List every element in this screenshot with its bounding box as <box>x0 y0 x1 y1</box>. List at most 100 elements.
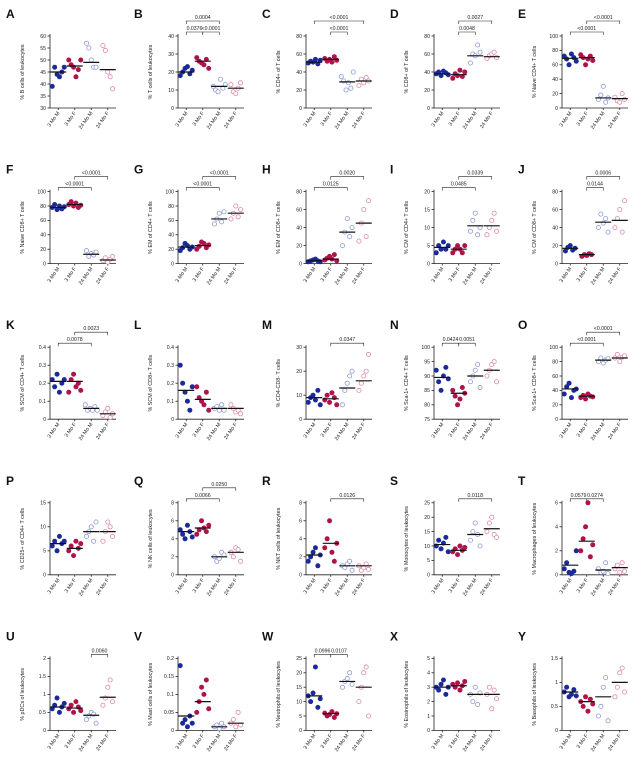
data-point <box>436 537 442 543</box>
y-tick-label: 4 <box>427 671 430 677</box>
y-tick-label: 95 <box>424 359 430 365</box>
significance-bracket <box>202 31 220 35</box>
y-tick-label: 80 <box>552 189 558 195</box>
y-tick-label: 5 <box>299 714 302 720</box>
y-tick-label: 20 <box>552 403 558 409</box>
data-point <box>206 242 212 248</box>
data-point <box>622 198 628 204</box>
x-tick-label: 24 Mo M <box>78 733 94 753</box>
p-value-label: 0.0126 <box>339 493 355 499</box>
y-axis-label: % SCM of CD4+ T cells <box>20 355 26 412</box>
significance-bracket <box>330 654 348 658</box>
data-point <box>88 57 94 63</box>
y-tick-label: 5 <box>43 549 46 555</box>
data-point <box>78 708 84 714</box>
y-axis-label: % Basophils of leukocytes <box>532 663 538 726</box>
data-point <box>78 387 84 393</box>
data-point <box>580 536 586 542</box>
data-point <box>327 399 333 405</box>
significance-bracket <box>74 331 109 336</box>
data-point <box>107 414 113 420</box>
data-point <box>600 684 606 690</box>
y-tick-label: 2 <box>555 549 558 555</box>
data-point <box>590 701 596 707</box>
data-point <box>83 533 89 539</box>
panel-letter: L <box>134 318 141 332</box>
significance-bracket <box>185 20 220 24</box>
data-point <box>339 402 345 408</box>
y-tick-label: 100 <box>549 34 558 40</box>
data-point <box>366 198 372 204</box>
data-point <box>573 693 579 699</box>
x-tick-label: 24 Mo F <box>351 422 367 441</box>
x-tick-label: 24 Mo M <box>462 111 478 131</box>
y-axis-label: % CM of CD8+ T cells <box>532 201 538 254</box>
data-point <box>182 717 188 723</box>
x-tick-label: 3 Mo M <box>47 578 62 596</box>
x-tick-label: 24 Mo F <box>607 578 623 597</box>
x-tick-label: 24 Mo M <box>462 266 478 286</box>
y-tick-label: 5 <box>427 558 430 564</box>
x-tick-label: 24 Mo F <box>607 733 623 752</box>
data-point <box>455 680 461 686</box>
significance-bracket <box>313 654 332 658</box>
y-tick-label: 80 <box>296 34 302 40</box>
y-tick-label: 0.2 <box>167 381 174 387</box>
data-point <box>600 83 606 89</box>
y-tick-label: 1 <box>555 680 558 686</box>
y-tick-label: 40 <box>40 82 46 88</box>
y-tick-label: 60 <box>296 52 302 58</box>
data-point <box>324 392 330 398</box>
y-tick-label: 10 <box>424 544 430 550</box>
x-tick-label: 3 Mo M <box>175 578 190 596</box>
y-axis-label: % NK cells of leukocytes <box>148 509 154 568</box>
significance-bracket <box>185 31 204 35</box>
data-point <box>338 74 344 80</box>
data-point <box>184 398 190 404</box>
x-tick-label: 24 Mo F <box>223 733 239 752</box>
data-point <box>317 402 323 408</box>
data-point <box>455 243 461 249</box>
x-tick-label: 24 Mo M <box>206 111 222 131</box>
data-point <box>100 702 106 708</box>
data-point <box>617 569 623 575</box>
y-tick-label: 60 <box>296 207 302 213</box>
data-point <box>78 541 84 547</box>
data-point <box>455 552 461 558</box>
x-tick-label: 3 Mo F <box>64 578 78 595</box>
data-point <box>440 239 446 245</box>
significance-bracket <box>586 176 621 180</box>
x-tick-label: 24 Mo F <box>351 578 367 597</box>
data-point <box>486 684 492 690</box>
x-tick-label: 3 Mo F <box>64 111 78 128</box>
y-tick-label: 15 <box>424 529 430 535</box>
x-tick-label: 3 Mo M <box>431 266 446 284</box>
x-tick-label: 3 Mo F <box>64 422 78 439</box>
panel-letter: K <box>6 318 15 332</box>
significance-bracket <box>586 498 604 502</box>
data-point <box>68 543 74 549</box>
data-point <box>457 396 463 402</box>
data-point <box>49 83 55 89</box>
data-point <box>83 248 89 254</box>
x-tick-label: 3 Mo F <box>576 733 590 750</box>
data-point <box>228 82 234 88</box>
x-tick-label: 24 Mo M <box>590 111 606 131</box>
data-point <box>310 690 316 696</box>
data-point <box>349 368 355 374</box>
x-tick-label: 3 Mo M <box>431 111 446 129</box>
data-point <box>614 351 620 357</box>
data-point <box>203 529 209 535</box>
y-tick-label: 8 <box>171 501 174 507</box>
x-tick-label: 3 Mo F <box>576 422 590 439</box>
y-tick-label: 0.2 <box>39 381 46 387</box>
p-value-label: 0.0339 <box>467 171 483 177</box>
data-point <box>619 229 625 235</box>
significance-bracket <box>330 176 365 180</box>
y-axis-label: % B cells of leukocytes <box>20 44 26 99</box>
x-tick-label: 3 Mo F <box>320 111 334 128</box>
y-tick-label: 6 <box>171 519 174 525</box>
y-tick-label: 1.5 <box>551 656 558 662</box>
y-axis-label: % pDCs of leukocytes <box>20 668 26 721</box>
